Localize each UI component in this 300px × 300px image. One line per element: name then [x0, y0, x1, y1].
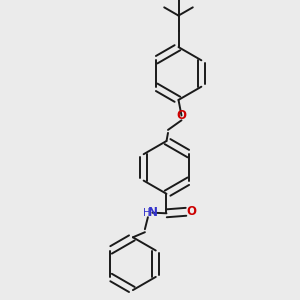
Text: O: O [186, 205, 196, 218]
Text: N: N [148, 206, 158, 219]
Text: O: O [176, 109, 187, 122]
Text: H: H [143, 208, 150, 218]
